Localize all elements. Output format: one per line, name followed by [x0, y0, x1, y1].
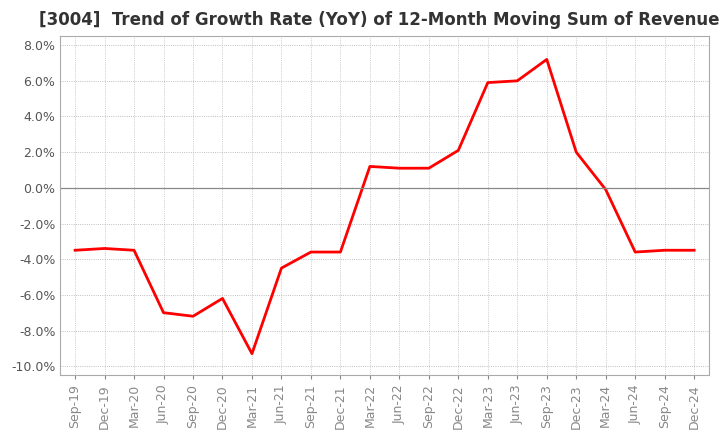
- Title: [3004]  Trend of Growth Rate (YoY) of 12-Month Moving Sum of Revenues: [3004] Trend of Growth Rate (YoY) of 12-…: [40, 11, 720, 29]
